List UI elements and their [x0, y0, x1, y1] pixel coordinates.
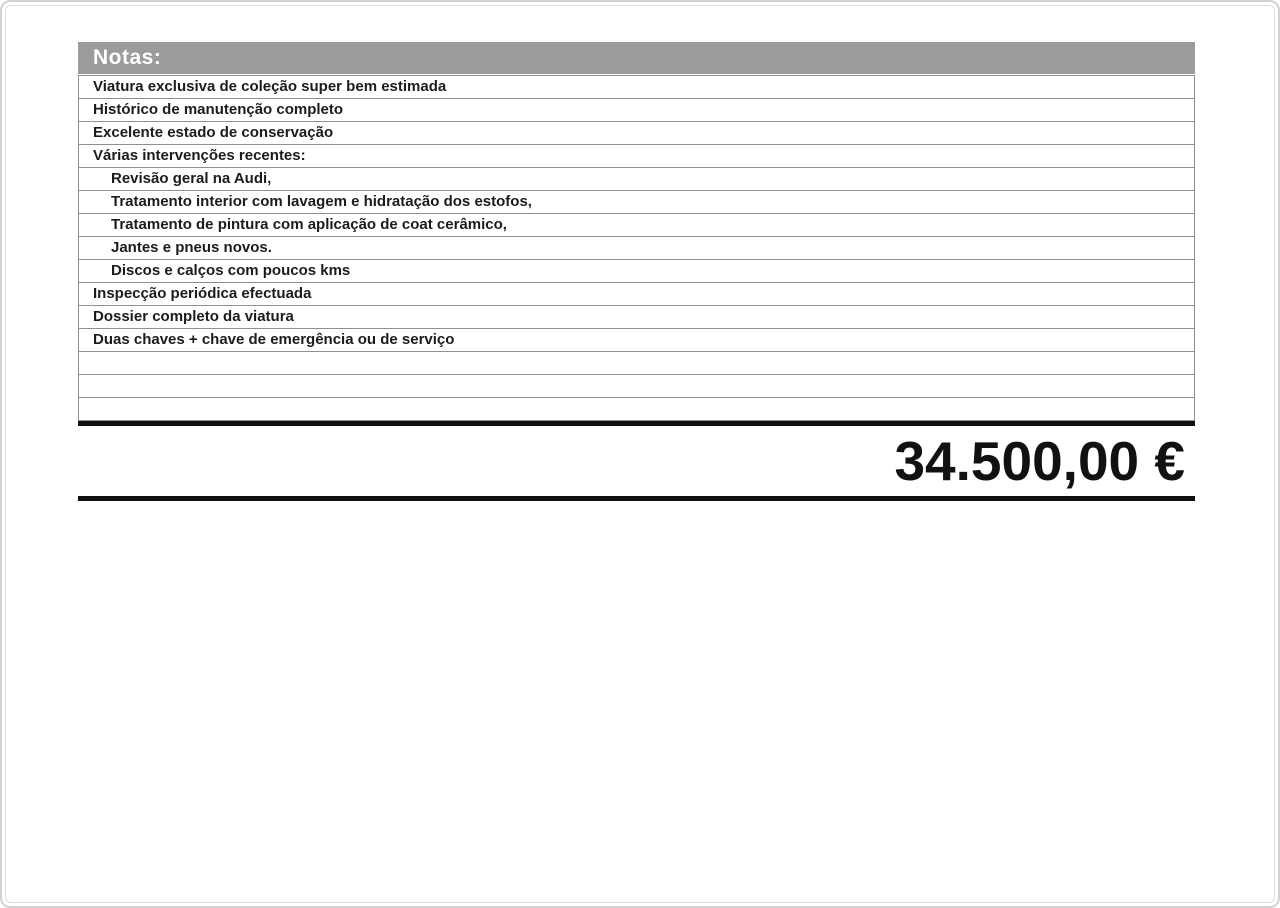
- notes-header: Notas:: [78, 42, 1195, 74]
- note-row-empty: [79, 398, 1194, 421]
- note-row: Excelente estado de conservação: [79, 122, 1194, 145]
- divider-line-top: [78, 421, 1195, 426]
- price-value: 34.500,00 €: [894, 430, 1185, 492]
- divider-line-bottom: [78, 496, 1195, 501]
- note-row-empty: [79, 352, 1194, 375]
- note-row: Tratamento interior com lavagem e hidrat…: [79, 191, 1194, 214]
- notes-header-label: Notas:: [93, 46, 162, 69]
- note-row: Tratamento de pintura com aplicação de c…: [79, 214, 1194, 237]
- price-row: 34.500,00 €: [78, 426, 1195, 496]
- note-row: Jantes e pneus novos.: [79, 237, 1194, 260]
- note-row: Inspecção periódica efectuada: [79, 283, 1194, 306]
- note-row: Duas chaves + chave de emergência ou de …: [79, 329, 1194, 352]
- note-row: Várias intervenções recentes:: [79, 145, 1194, 168]
- note-row: Discos e calços com poucos kms: [79, 260, 1194, 283]
- note-row-empty: [79, 375, 1194, 398]
- note-row: Dossier completo da viatura: [79, 306, 1194, 329]
- notes-sheet: Notas: Viatura exclusiva de coleção supe…: [78, 42, 1195, 501]
- notes-list: Viatura exclusiva de coleção super bem e…: [78, 75, 1195, 421]
- note-row: Revisão geral na Audi,: [79, 168, 1194, 191]
- note-row: Viatura exclusiva de coleção super bem e…: [79, 76, 1194, 99]
- note-row: Histórico de manutenção completo: [79, 99, 1194, 122]
